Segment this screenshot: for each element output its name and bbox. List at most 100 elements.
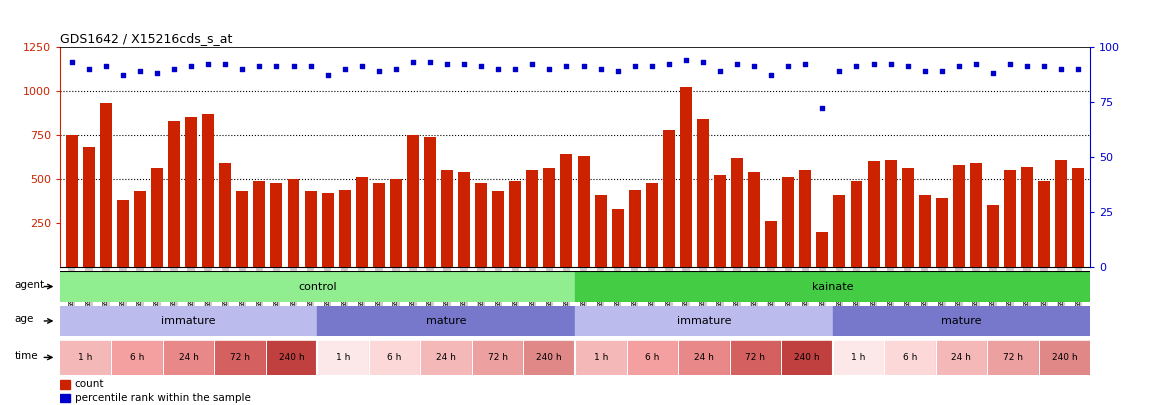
Point xyxy=(114,72,132,79)
Point xyxy=(643,63,661,70)
Bar xyxy=(185,117,197,267)
Point xyxy=(693,59,712,65)
Bar xyxy=(305,192,316,267)
Bar xyxy=(288,179,299,267)
Bar xyxy=(1004,170,1015,267)
Text: 1 h: 1 h xyxy=(78,353,93,362)
Bar xyxy=(253,181,266,267)
Bar xyxy=(729,341,781,374)
Bar xyxy=(731,158,743,267)
Bar xyxy=(270,183,283,267)
Point xyxy=(386,65,405,72)
Point xyxy=(301,63,320,70)
Point xyxy=(148,70,167,76)
Text: control: control xyxy=(298,281,337,292)
Point xyxy=(676,57,695,63)
Bar xyxy=(612,209,623,267)
Bar xyxy=(575,341,627,374)
Text: 72 h: 72 h xyxy=(1003,353,1022,362)
Point xyxy=(574,63,592,70)
Bar xyxy=(575,306,833,336)
Bar xyxy=(220,163,231,267)
Bar xyxy=(662,130,675,267)
Point xyxy=(1035,63,1053,70)
Bar xyxy=(407,135,419,267)
Bar xyxy=(595,195,606,267)
Point xyxy=(353,63,371,70)
Bar xyxy=(355,177,368,267)
Point xyxy=(182,63,200,70)
Point xyxy=(472,63,490,70)
Text: agent: agent xyxy=(14,280,45,290)
Bar xyxy=(833,341,884,374)
Bar xyxy=(816,232,828,267)
Point xyxy=(711,68,729,74)
Text: 6 h: 6 h xyxy=(903,353,917,362)
Bar xyxy=(987,205,999,267)
Text: time: time xyxy=(14,351,38,361)
Text: 240 h: 240 h xyxy=(536,353,562,362)
Bar xyxy=(369,341,421,374)
Point xyxy=(164,65,183,72)
Text: 6 h: 6 h xyxy=(130,353,144,362)
Bar xyxy=(560,154,573,267)
Bar xyxy=(421,341,471,374)
Point xyxy=(369,68,388,74)
Bar xyxy=(902,168,913,267)
Text: 24 h: 24 h xyxy=(436,353,457,362)
Bar xyxy=(577,156,590,267)
Point xyxy=(233,65,252,72)
Bar xyxy=(987,341,1038,374)
Text: immature: immature xyxy=(161,316,216,326)
Bar xyxy=(1021,166,1033,267)
Bar xyxy=(781,341,833,374)
Bar xyxy=(168,121,181,267)
Text: 1 h: 1 h xyxy=(593,353,608,362)
Point xyxy=(745,63,764,70)
Point xyxy=(558,63,576,70)
Text: 240 h: 240 h xyxy=(1051,353,1078,362)
Bar xyxy=(867,161,880,267)
Point xyxy=(813,105,831,112)
Bar xyxy=(1072,168,1084,267)
Text: immature: immature xyxy=(676,316,731,326)
Bar xyxy=(697,119,708,267)
Bar xyxy=(765,222,777,267)
Point xyxy=(62,59,81,65)
Point xyxy=(1070,65,1088,72)
Text: 72 h: 72 h xyxy=(745,353,765,362)
Point xyxy=(523,61,542,68)
Point xyxy=(933,68,951,74)
Text: 72 h: 72 h xyxy=(488,353,507,362)
Point xyxy=(438,61,457,68)
Point xyxy=(848,63,866,70)
Bar xyxy=(163,341,214,374)
Point xyxy=(762,72,781,79)
Point xyxy=(506,65,524,72)
Bar xyxy=(339,190,351,267)
Bar xyxy=(322,193,334,267)
Bar xyxy=(60,306,317,336)
Point xyxy=(608,68,627,74)
Bar xyxy=(646,183,658,267)
Bar xyxy=(237,192,248,267)
Point xyxy=(131,68,150,74)
Point xyxy=(591,65,610,72)
Bar xyxy=(936,341,987,374)
Text: mature: mature xyxy=(941,316,982,326)
Text: 24 h: 24 h xyxy=(951,353,972,362)
Bar xyxy=(527,170,538,267)
Text: 72 h: 72 h xyxy=(230,353,250,362)
Point xyxy=(796,61,814,68)
Bar xyxy=(884,341,936,374)
Bar xyxy=(60,394,70,402)
Text: 24 h: 24 h xyxy=(178,353,199,362)
Bar xyxy=(834,195,845,267)
Point xyxy=(830,68,849,74)
Bar xyxy=(475,183,488,267)
Text: 240 h: 240 h xyxy=(793,353,820,362)
Bar xyxy=(544,168,555,267)
Bar xyxy=(135,192,146,267)
Point xyxy=(660,61,678,68)
Point xyxy=(915,68,934,74)
